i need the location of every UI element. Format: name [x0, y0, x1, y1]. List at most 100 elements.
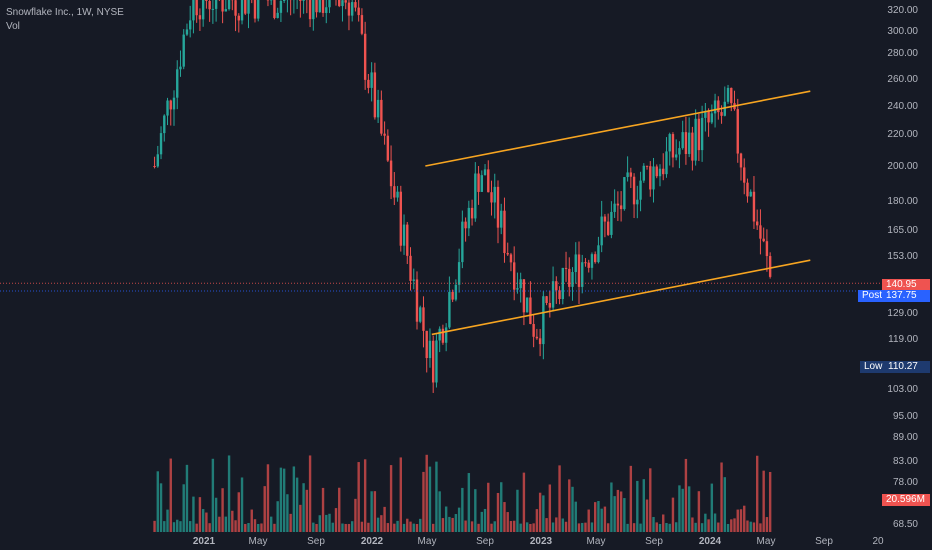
- candle-body: [282, 0, 286, 1]
- volume-bar: [581, 522, 584, 532]
- price-tick-label: 103.00: [887, 384, 918, 395]
- candle-body: [632, 176, 636, 205]
- volume-bar: [668, 523, 671, 532]
- volume-bar: [188, 521, 192, 532]
- volume-bar: [577, 523, 581, 532]
- volume-bar: [172, 522, 176, 532]
- candle-body: [483, 169, 487, 176]
- volume-bar: [743, 505, 746, 532]
- candle-body: [496, 186, 500, 228]
- channel-line-upper[interactable]: [425, 90, 811, 167]
- candle-body: [470, 207, 474, 219]
- volume-bar: [221, 488, 224, 532]
- candle-body: [428, 340, 432, 359]
- volume-bar: [529, 523, 532, 532]
- volume-bar: [467, 473, 471, 532]
- volume-bar: [441, 518, 445, 532]
- time-tick-label: May: [587, 536, 606, 547]
- candle-body: [195, 0, 198, 16]
- candle-body: [730, 87, 733, 104]
- candle-body: [610, 211, 613, 235]
- candle-body: [415, 279, 419, 322]
- volume-bar: [266, 464, 270, 532]
- symbol-title[interactable]: Snowflake Inc., 1W, NYSE: [6, 7, 124, 18]
- volume-bar: [642, 479, 645, 532]
- candle-body: [273, 0, 276, 18]
- volume-bar: [179, 521, 182, 532]
- volume-bar: [260, 523, 263, 532]
- price-tick-label: 300.00: [887, 26, 918, 37]
- trend-channel[interactable]: [425, 90, 811, 336]
- volume-bar: [606, 523, 610, 532]
- volume-bar: [483, 508, 487, 532]
- volume-bar: [710, 483, 714, 532]
- volume-indicator-label[interactable]: Vol: [6, 21, 20, 32]
- candle-body: [487, 169, 490, 193]
- volume-bar: [182, 484, 185, 532]
- volume-bar: [425, 454, 428, 532]
- candle-body: [710, 113, 714, 123]
- candle-body: [597, 245, 600, 263]
- volume-bar: [328, 513, 331, 532]
- time-tick-label: Sep: [307, 536, 325, 547]
- candle-body: [360, 15, 364, 34]
- volume-bar: [645, 499, 649, 532]
- price-tick-label: 200.00: [887, 161, 918, 172]
- volume-bar: [367, 522, 370, 532]
- price-reference-lines: [0, 282, 882, 292]
- volume-bar: [308, 455, 312, 532]
- volume-bar: [545, 518, 548, 532]
- candle-body: [678, 148, 681, 155]
- candle-body: [182, 34, 185, 67]
- volume-bar: [386, 523, 390, 532]
- volume-bar: [568, 479, 571, 532]
- volume-bar: [305, 489, 309, 532]
- volume-bar: [292, 466, 296, 532]
- volume-bar: [376, 517, 380, 532]
- candle-body: [435, 340, 438, 383]
- candle-body: [402, 224, 406, 246]
- volume-bar: [448, 516, 451, 532]
- candle-body: [338, 0, 341, 7]
- time-tick-label: Sep: [815, 536, 833, 547]
- candle-body: [201, 0, 205, 20]
- candle-body: [419, 307, 422, 322]
- volume-bar: [156, 471, 159, 532]
- volume-bar: [286, 494, 289, 532]
- volume-bar: [315, 523, 318, 532]
- channel-line-lower[interactable]: [431, 259, 811, 336]
- volume-bar: [704, 513, 707, 532]
- legend: Snowflake Inc., 1W, NYSE Vol: [6, 6, 124, 34]
- volume-bar: [227, 455, 231, 532]
- price-tick-label: 119.00: [888, 334, 918, 345]
- volume-bar: [603, 506, 607, 532]
- candle-body: [603, 216, 607, 222]
- volume-bar: [299, 504, 302, 532]
- time-axis[interactable]: 2021 May Sep 2022 May Sep 2023 May Sep 2024 May Sep…: [193, 536, 884, 547]
- volume-bar: [723, 477, 726, 532]
- candle-body: [629, 172, 633, 177]
- candle-body: [399, 191, 402, 246]
- candle-body: [532, 324, 535, 337]
- candle-body: [503, 210, 506, 254]
- volume-bar: [665, 522, 668, 532]
- price-axis[interactable]: 320.00 300.00 280.00 260.00 240.00 220.00 200.…: [887, 5, 918, 530]
- volume-bar: [584, 522, 587, 532]
- volume-bar: [240, 477, 244, 532]
- volume-bar: [655, 522, 658, 532]
- time-tick-label: 2023: [530, 536, 553, 547]
- time-tick-label: May: [418, 536, 437, 547]
- volume-bar: [587, 509, 590, 532]
- volume-bar: [490, 523, 493, 532]
- volume-bar: [338, 487, 341, 532]
- price-tick-label: 260.00: [887, 74, 918, 85]
- volume-bar: [218, 516, 221, 532]
- candle-body: [707, 111, 710, 123]
- time-tick-label: 2022: [361, 536, 384, 547]
- volume-bar: [360, 521, 364, 532]
- candle-body: [422, 307, 425, 331]
- candle-body: [257, 0, 260, 19]
- candle-body: [464, 221, 467, 229]
